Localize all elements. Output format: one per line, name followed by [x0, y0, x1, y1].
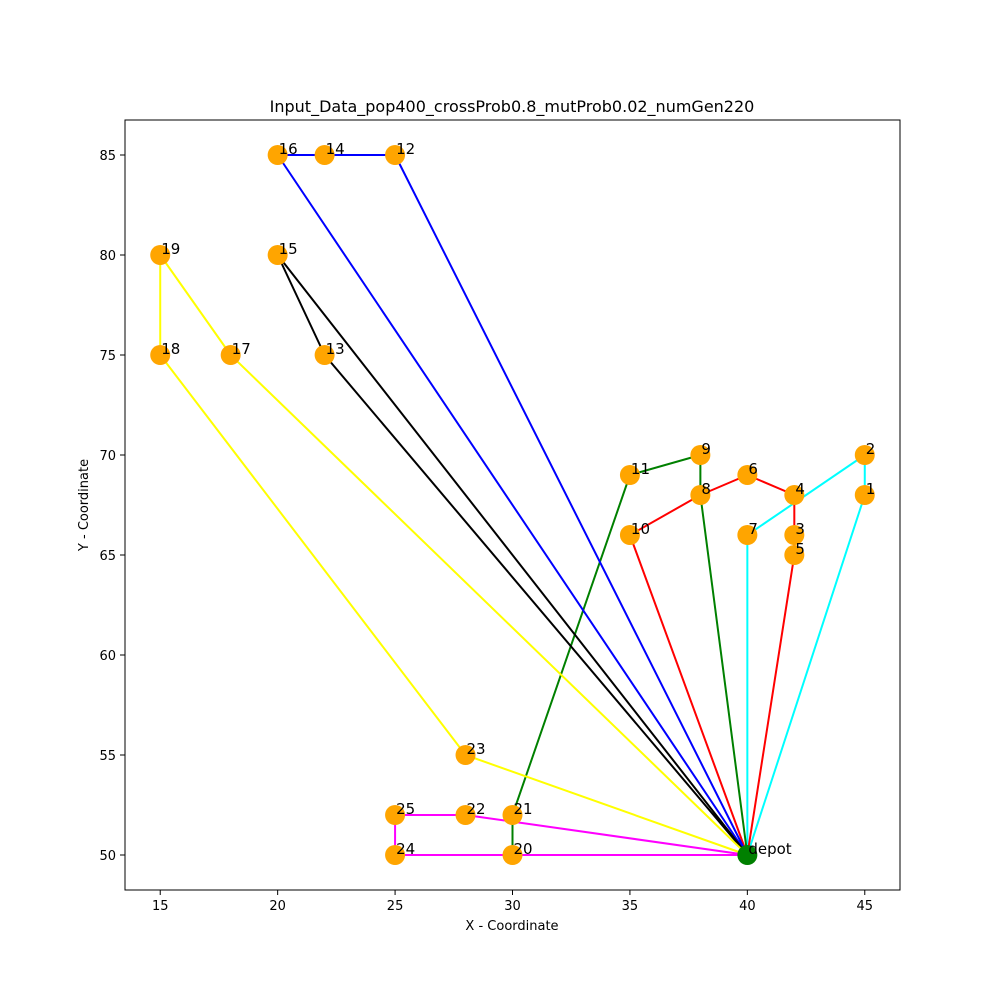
- customer-point-25: [385, 805, 406, 825]
- customer-label-5: 5: [795, 540, 805, 558]
- route-yellow: [159, 254, 749, 856]
- x-axis-label: X - Coordinate: [465, 919, 558, 934]
- chart-title: Input_Data_pop400_crossProb0.8_mutProb0.…: [270, 97, 755, 117]
- customer-label-25: 25: [396, 800, 415, 818]
- customer-point-18: [150, 345, 171, 365]
- customer-point-17: [220, 345, 241, 365]
- customer-label-8: 8: [701, 480, 711, 498]
- customer-label-10: 10: [631, 520, 650, 538]
- customer-point-4: [784, 485, 805, 505]
- customer-point-6: [737, 465, 758, 485]
- customer-label-11: 11: [631, 460, 650, 478]
- customer-point-15: [267, 245, 288, 265]
- y-tick-label-60: 60: [99, 649, 116, 664]
- y-tick-label-85: 85: [99, 149, 116, 164]
- route-magenta: [394, 814, 748, 856]
- customer-point-10: [619, 525, 640, 545]
- x-tick-label-25: 25: [387, 899, 404, 914]
- route-red: [628, 474, 796, 856]
- customer-label-19: 19: [161, 240, 180, 258]
- customer-label-20: 20: [514, 840, 533, 858]
- customer-label-21: 21: [514, 800, 533, 818]
- x-tick-label-20: 20: [269, 899, 286, 914]
- customer-label-12: 12: [396, 140, 415, 158]
- customer-point-3: [784, 525, 805, 545]
- customer-label-3: 3: [795, 520, 805, 538]
- route-black: [276, 254, 749, 856]
- y-tick-label-75: 75: [99, 349, 116, 364]
- customer-label-24: 24: [396, 840, 415, 858]
- customer-point-9: [690, 445, 711, 465]
- x-tick-label-45: 45: [856, 899, 873, 914]
- customer-label-16: 16: [279, 140, 298, 158]
- customer-point-7: [737, 525, 758, 545]
- customer-label-18: 18: [161, 340, 180, 358]
- customer-label-2: 2: [866, 440, 876, 458]
- customer-point-16: [267, 145, 288, 165]
- customer-label-15: 15: [279, 240, 298, 258]
- customer-label-1: 1: [866, 480, 876, 498]
- customer-point-11: [619, 465, 640, 485]
- y-tick-label-65: 65: [99, 549, 116, 564]
- x-tick-label-15: 15: [152, 899, 169, 914]
- customer-label-23: 23: [467, 740, 486, 758]
- customer-point-22: [455, 805, 476, 825]
- depot-label: depot: [748, 840, 791, 858]
- customer-point-13: [314, 345, 335, 365]
- customer-label-17: 17: [232, 340, 251, 358]
- customer-label-22: 22: [467, 800, 486, 818]
- route-green: [511, 454, 749, 856]
- customer-point-12: [385, 145, 406, 165]
- customer-point-1: [854, 485, 875, 505]
- x-tick-label-35: 35: [622, 899, 639, 914]
- customer-label-4: 4: [795, 480, 805, 498]
- depot-point: [737, 845, 758, 865]
- y-tick-label-70: 70: [99, 449, 116, 464]
- y-axis-ticks: 50 55 60 65 70 75 80 85: [99, 149, 125, 864]
- y-tick-label-80: 80: [99, 249, 116, 264]
- customer-point-5: [784, 545, 805, 565]
- customer-label-6: 6: [748, 460, 758, 478]
- customer-point-14: [314, 145, 335, 165]
- customer-label-13: 13: [326, 340, 345, 358]
- customer-point-24: [385, 845, 406, 865]
- points-layer: [150, 145, 875, 865]
- customer-label-7: 7: [748, 520, 758, 538]
- customer-point-23: [455, 745, 476, 765]
- y-tick-label-55: 55: [99, 749, 116, 764]
- customer-point-2: [854, 445, 875, 465]
- route-cyan: [746, 454, 866, 856]
- customer-label-14: 14: [326, 140, 345, 158]
- x-axis-ticks: 15 20 25 30 35 40 45: [152, 890, 873, 914]
- customer-point-21: [502, 805, 523, 825]
- labels-layer: 1234567891011121314151617181920212223242…: [161, 140, 875, 858]
- y-tick-label-50: 50: [99, 849, 116, 864]
- routes-layer: [159, 154, 866, 856]
- x-tick-label-30: 30: [504, 899, 521, 914]
- customer-point-8: [690, 485, 711, 505]
- customer-point-20: [502, 845, 523, 865]
- customer-point-19: [150, 245, 171, 265]
- y-axis-label: Y - Coordinate: [77, 459, 92, 552]
- customer-label-9: 9: [701, 440, 711, 458]
- x-tick-label-40: 40: [739, 899, 756, 914]
- route-blue: [276, 154, 749, 856]
